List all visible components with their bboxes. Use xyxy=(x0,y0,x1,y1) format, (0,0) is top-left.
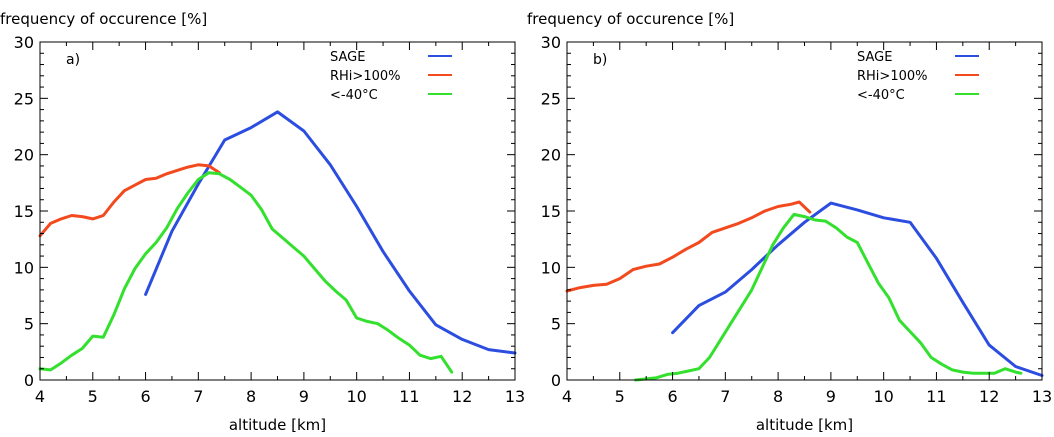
x-tick-label: 13 xyxy=(1032,387,1052,406)
x-tick-label: 7 xyxy=(720,387,730,406)
series-line-1 xyxy=(38,163,221,238)
chart-a-svg: frequency of occurence [%] 4 5 6 7 8 9 10 11 12 13… xyxy=(0,10,525,434)
x-tick-label: 4 xyxy=(35,387,45,406)
chart-title: frequency of occurence [%] xyxy=(0,10,207,28)
x-axis-label: altitude [km] xyxy=(756,416,853,434)
y-tick-label: 25 xyxy=(541,89,561,108)
series-line-2 xyxy=(634,212,1023,382)
chart-panel-b: frequency of occurence [%] 4 5 6 7 8 9 10 11 12 13… xyxy=(527,0,1054,437)
x-tick-label: 8 xyxy=(773,387,783,406)
series-line-0 xyxy=(144,110,517,355)
x-tick-label: 12 xyxy=(979,387,999,406)
legend-label: <-40°C xyxy=(330,88,378,103)
y-tick-label: 10 xyxy=(541,258,561,277)
legend-label: RHi>100% xyxy=(857,69,927,84)
y-tick-label: 15 xyxy=(14,202,34,221)
y-tick-label: 5 xyxy=(551,315,561,334)
x-tick-label: 12 xyxy=(452,387,472,406)
x-tick-label: 6 xyxy=(140,387,150,406)
x-tick-label: 5 xyxy=(615,387,625,406)
x-tick-label: 8 xyxy=(246,387,256,406)
x-tick-label: 6 xyxy=(667,387,677,406)
x-tick-label: 13 xyxy=(505,387,525,406)
x-tick-label: 4 xyxy=(562,387,572,406)
plot-frame xyxy=(566,41,1043,381)
x-tick-label: 11 xyxy=(926,387,946,406)
panel-label: b) xyxy=(593,52,607,68)
y-tick-label: 30 xyxy=(541,33,561,52)
x-tick-label: 5 xyxy=(88,387,98,406)
chart-panel-a: frequency of occurence [%] 4 5 6 7 8 9 10 11 12 13… xyxy=(0,10,525,434)
y-tick-label: 15 xyxy=(541,202,561,221)
y-tick-label: 20 xyxy=(541,146,561,165)
y-tick-label: 5 xyxy=(24,315,34,334)
y-tick-label: 25 xyxy=(14,89,34,108)
legend-label: <-40°C xyxy=(857,88,905,103)
chart-title: frequency of occurence [%] xyxy=(527,10,734,28)
legend-label: SAGE xyxy=(857,50,892,65)
panel-label: a) xyxy=(66,52,80,68)
y-tick-label: 10 xyxy=(14,258,34,277)
x-tick-label: 9 xyxy=(299,387,309,406)
series-line-2 xyxy=(38,171,454,374)
x-tick-label: 10 xyxy=(346,387,366,406)
x-axis-label: altitude [km] xyxy=(229,416,326,434)
x-tick-label: 11 xyxy=(399,387,419,406)
y-tick-label: 0 xyxy=(551,371,561,390)
y-tick-label: 30 xyxy=(14,33,34,52)
series-line-0 xyxy=(671,201,1044,377)
x-tick-label: 9 xyxy=(826,387,836,406)
y-tick-label: 20 xyxy=(14,146,34,165)
y-tick-label: 0 xyxy=(24,371,34,390)
legend-label: RHi>100% xyxy=(330,69,400,84)
legend-label: SAGE xyxy=(330,50,365,65)
series-line-1 xyxy=(565,200,812,293)
x-tick-label: 7 xyxy=(193,387,203,406)
chart-b-svg: frequency of occurence [%] 4 5 6 7 8 9 10 11 12 13… xyxy=(527,10,1052,434)
x-tick-label: 10 xyxy=(873,387,893,406)
